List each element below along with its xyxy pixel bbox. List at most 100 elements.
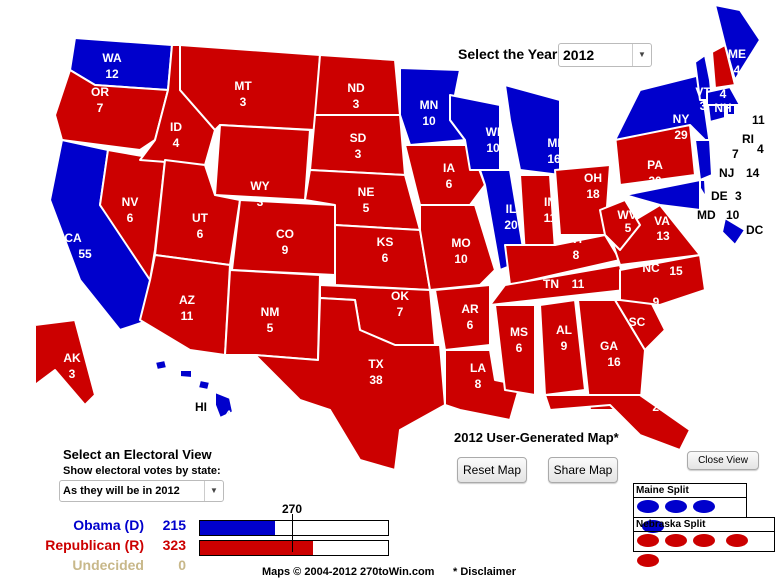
state-votes-label: 6 [382, 251, 389, 265]
state-mi[interactable] [504, 84, 561, 176]
state-votes-label: 16 [607, 355, 621, 369]
state-votes-label: 5 [267, 321, 274, 335]
tally-name: Republican (R) [45, 537, 144, 553]
district-dot[interactable] [637, 534, 659, 547]
state-fl[interactable] [544, 394, 691, 451]
state-votes-label: 9 [282, 243, 289, 257]
state-abbr-label: MT [234, 79, 252, 93]
state-vt[interactable] [694, 54, 713, 101]
district-dot[interactable] [637, 554, 659, 567]
state-wi[interactable] [449, 94, 501, 171]
reset-map-button[interactable]: Reset Map [457, 457, 527, 483]
state-abbr-label: NJ [719, 166, 734, 180]
state-hi[interactable] [214, 391, 234, 419]
state-votes-label: 3 [355, 147, 362, 161]
state-abbr-label: TX [368, 357, 383, 371]
district-dot[interactable] [693, 534, 715, 547]
state-votes-label: 10 [454, 252, 468, 266]
state-nj[interactable] [694, 139, 713, 181]
state-votes-label: 4 [757, 142, 764, 156]
state-al[interactable] [539, 299, 586, 396]
tally-name: Obama (D) [73, 517, 144, 533]
state-abbr-label: MA [715, 117, 734, 131]
state-votes-label: 4 [734, 63, 741, 77]
state-votes-label: 11 [181, 309, 194, 323]
electoral-view-subtitle: Show electoral votes by state: [63, 465, 221, 477]
state-az[interactable] [139, 254, 231, 356]
state-abbr-label: KS [377, 235, 394, 249]
close-view-button[interactable]: Close View [687, 451, 759, 470]
state-ma[interactable] [706, 86, 741, 106]
state-votes-label: 6 [516, 341, 523, 355]
state-votes-label: 3 [69, 367, 76, 381]
state-abbr-label: NH [714, 101, 731, 115]
state-votes-label: 4 [720, 87, 727, 101]
state-or[interactable] [54, 69, 169, 151]
year-label: Select the Year [458, 46, 558, 62]
state-abbr-label: MN [420, 98, 439, 112]
state-hi[interactable] [197, 379, 211, 391]
state-wv[interactable] [599, 199, 641, 251]
state-md[interactable] [624, 179, 701, 211]
threshold-line [292, 514, 293, 552]
state-votes-label: 8 [475, 377, 482, 391]
state-abbr-label: WV [617, 208, 636, 222]
state-hi[interactable] [179, 369, 193, 379]
state-votes-label: 29 [674, 128, 688, 142]
state-votes-label: 3 [353, 97, 360, 111]
rep-progress-bar [199, 540, 389, 556]
state-la[interactable] [444, 349, 521, 421]
state-ia[interactable] [404, 144, 486, 206]
state-dc[interactable] [721, 217, 746, 246]
disclaimer-link[interactable]: * Disclaimer [453, 566, 516, 578]
state-abbr-label: FL [648, 384, 663, 398]
district-dot[interactable] [693, 500, 715, 513]
district-dot[interactable] [665, 500, 687, 513]
district-dot[interactable] [642, 520, 664, 533]
state-ny[interactable] [614, 74, 711, 146]
state-ky[interactable] [504, 234, 621, 286]
state-ri[interactable] [726, 104, 736, 116]
state-abbr-label: VT [695, 85, 711, 99]
state-abbr-label: IL [506, 202, 517, 216]
state-abbr-label: MS [510, 325, 528, 339]
state-ms[interactable] [494, 304, 536, 396]
state-votes-label: 11 [752, 113, 765, 127]
state-abbr-label: PA [647, 158, 663, 172]
state-votes-label: 7 [97, 101, 104, 115]
district-dot[interactable] [665, 534, 687, 547]
state-votes-label: 38 [369, 373, 383, 387]
state-ct[interactable] [707, 104, 726, 123]
state-ar[interactable] [434, 284, 491, 351]
state-abbr-label: WY [250, 179, 269, 193]
state-abbr-label: OR [91, 85, 109, 99]
electoral-view-select[interactable]: As they will be in 2012 ▼ [59, 480, 224, 502]
state-abbr-label: IA [443, 161, 455, 175]
state-votes-label: 3 [257, 195, 264, 209]
state-ga[interactable] [577, 299, 646, 411]
year-select[interactable]: 2012 ▼ [558, 43, 652, 67]
state-votes-label: 7 [732, 147, 739, 161]
state-abbr-label: ID [170, 120, 182, 134]
state-votes-label: 6 [446, 177, 453, 191]
state-votes-label: 12 [105, 67, 119, 81]
district-dot[interactable] [637, 500, 659, 513]
tally-votes: 0 [178, 557, 186, 573]
state-nh[interactable] [711, 44, 736, 89]
share-map-button[interactable]: Share Map [548, 457, 618, 483]
state-abbr-label: WI [486, 125, 501, 139]
state-votes-label: 11 [572, 277, 585, 291]
state-hi[interactable] [154, 359, 168, 371]
state-sd[interactable] [309, 114, 406, 176]
state-tx[interactable] [254, 297, 446, 471]
state-votes-label: 5 [363, 201, 370, 215]
district-dot[interactable] [726, 534, 748, 547]
state-votes-label: 4 [173, 136, 180, 150]
state-votes-label: 10 [486, 141, 500, 155]
state-ak[interactable] [34, 319, 96, 406]
state-va[interactable] [609, 204, 701, 266]
state-abbr-label: AK [63, 351, 81, 365]
map-title: 2012 User-Generated Map* [454, 430, 619, 445]
state-me[interactable] [714, 4, 761, 81]
